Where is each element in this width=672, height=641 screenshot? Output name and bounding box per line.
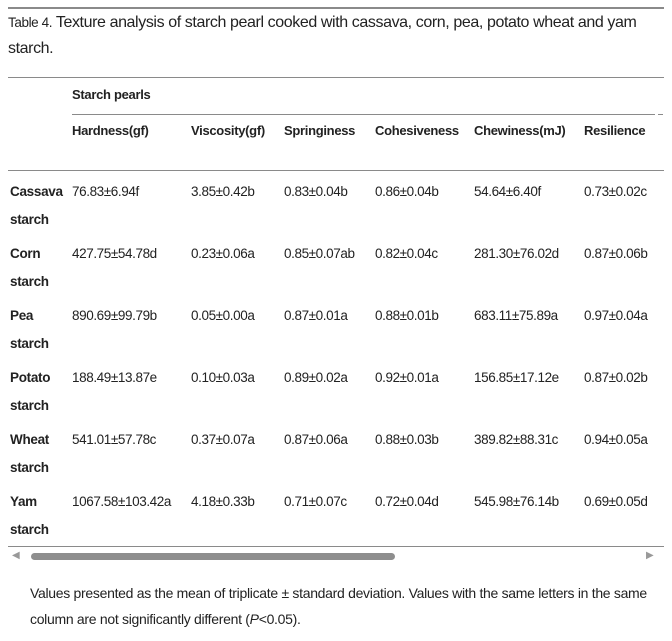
row-label-line: starch — [10, 212, 49, 227]
table-row: Cassava starch 76.83±6.94f 3.85±0.42b 0.83±0… — [10, 178, 672, 240]
row-label-line: starch — [10, 336, 49, 351]
horizontal-scrollbar[interactable]: ◀ ▶ — [8, 549, 658, 563]
scroll-left-arrow-icon[interactable]: ◀ — [12, 550, 20, 561]
col-header-hardness: Hardness(gf) — [72, 123, 149, 138]
top-rule — [8, 7, 664, 9]
table-cell: 0.92±0.01a — [375, 370, 439, 385]
table-cell: 1067.58±103.42a — [72, 494, 172, 509]
col-header-resilience: Resilience — [584, 123, 646, 138]
table-cell: 0.10±0.03a — [191, 370, 255, 385]
table-cell: 0.72±0.04d — [375, 494, 439, 509]
table-cell: 4.18±0.33b — [191, 494, 255, 509]
table-cell: 0.87±0.06a — [284, 432, 348, 447]
table-row: Potato starch 188.49±13.87e 0.10±0.03a 0.89±… — [10, 364, 672, 426]
table-cell: 156.85±17.12e — [474, 370, 559, 385]
group-header: Starch pearls — [72, 87, 151, 102]
group-rule — [72, 114, 655, 115]
table-row: Pea starch 890.69±99.79b 0.05±0.00a 0.87±0.0… — [10, 302, 672, 364]
table-cell: 0.73±0.02c — [584, 184, 647, 199]
table-cell: 281.30±76.02d — [474, 246, 559, 261]
table-cell: 541.01±57.78c — [72, 432, 157, 447]
table-cell: 389.82±88.31c — [474, 432, 559, 447]
table-cell: 0.94±0.05a — [584, 432, 648, 447]
table-cell: 76.83±6.94f — [72, 184, 139, 199]
row-label-line: Wheat — [10, 432, 50, 447]
table-row: Yam starch 1067.58±103.42a 4.18±0.33b 0.71±0… — [10, 488, 672, 550]
scroll-right-arrow-icon[interactable]: ▶ — [646, 550, 654, 561]
table-cell: 0.86±0.04b — [375, 184, 439, 199]
row-label: Wheat starch — [10, 426, 72, 488]
row-label: Yam starch — [10, 488, 72, 550]
row-label-line: Corn — [10, 246, 41, 261]
table-cell: 0.23±0.06a — [191, 246, 255, 261]
table-cell: 0.88±0.01b — [375, 308, 439, 323]
table-cell: 683.11±75.89a — [474, 308, 558, 323]
table-cell: 0.37±0.07a — [191, 432, 255, 447]
table-cell: 0.87±0.06b — [584, 246, 648, 261]
table-cell: 427.75±54.78d — [72, 246, 157, 261]
table-cell: 545.98±76.14b — [474, 494, 559, 509]
col-header-cohesiveness: Cohesiveness — [375, 123, 459, 138]
table-cell: 3.85±0.42b — [191, 184, 255, 199]
row-label: Cassava starch — [10, 178, 72, 240]
col-header-springiness: Springiness — [284, 123, 356, 138]
row-label: Corn starch — [10, 240, 72, 302]
table-footnote: Values presented as the mean of triplica… — [30, 580, 650, 632]
table-cell: 0.05±0.00a — [191, 308, 255, 323]
table-cell: 0.87±0.01a — [284, 308, 348, 323]
row-label-line: starch — [10, 522, 49, 537]
row-label: Pea starch — [10, 302, 72, 364]
header-rule — [8, 170, 664, 171]
table-cell: 0.85±0.07ab — [284, 246, 355, 261]
table-cell: 0.97±0.04a — [584, 308, 648, 323]
row-label-line: starch — [10, 460, 49, 475]
row-label-line: Potato — [10, 370, 51, 385]
table-cell: 0.71±0.07c — [284, 494, 347, 509]
group-rule-stub — [658, 114, 663, 115]
footnote-p: P — [249, 611, 259, 627]
table-cell: 0.89±0.02a — [284, 370, 348, 385]
table-cell: 0.83±0.04b — [284, 184, 348, 199]
scrollbar-thumb[interactable] — [31, 553, 395, 560]
row-label: Potato starch — [10, 364, 72, 426]
col-header-viscosity: Viscosity(gf) — [191, 123, 265, 138]
table-cell: 0.88±0.03b — [375, 432, 439, 447]
table-cell: 0.87±0.02b — [584, 370, 648, 385]
table-cell: 188.49±13.87e — [72, 370, 157, 385]
row-label-line: Cassava — [10, 184, 63, 199]
table-top-rule — [8, 77, 664, 78]
footnote-end: <0.05). — [258, 611, 301, 627]
footnote-text: Values presented as the mean of triplica… — [30, 585, 647, 627]
row-label-line: Yam — [10, 494, 37, 509]
caption-text: Texture analysis of starch pearl cooked … — [8, 14, 637, 57]
table-label: Table 4. — [8, 15, 53, 30]
table-row: Corn starch 427.75±54.78d 0.23±0.06a 0.85±0.… — [10, 240, 672, 302]
table-bottom-rule — [8, 546, 664, 547]
table-cell: 54.64±6.40f — [474, 184, 541, 199]
table-cell: 890.69±99.79b — [72, 308, 157, 323]
table-cell: 0.82±0.04c — [375, 246, 438, 261]
table-caption: Table 4. Texture analysis of starch pear… — [8, 10, 668, 62]
row-label-line: Pea — [10, 308, 34, 323]
table-row: Wheat starch 541.01±57.78c 0.37±0.07a 0.87±0… — [10, 426, 672, 488]
col-header-chewiness: Chewiness(mJ) — [474, 123, 566, 138]
table-cell: 0.69±0.05d — [584, 494, 648, 509]
row-label-line: starch — [10, 398, 49, 413]
row-label-line: starch — [10, 274, 49, 289]
